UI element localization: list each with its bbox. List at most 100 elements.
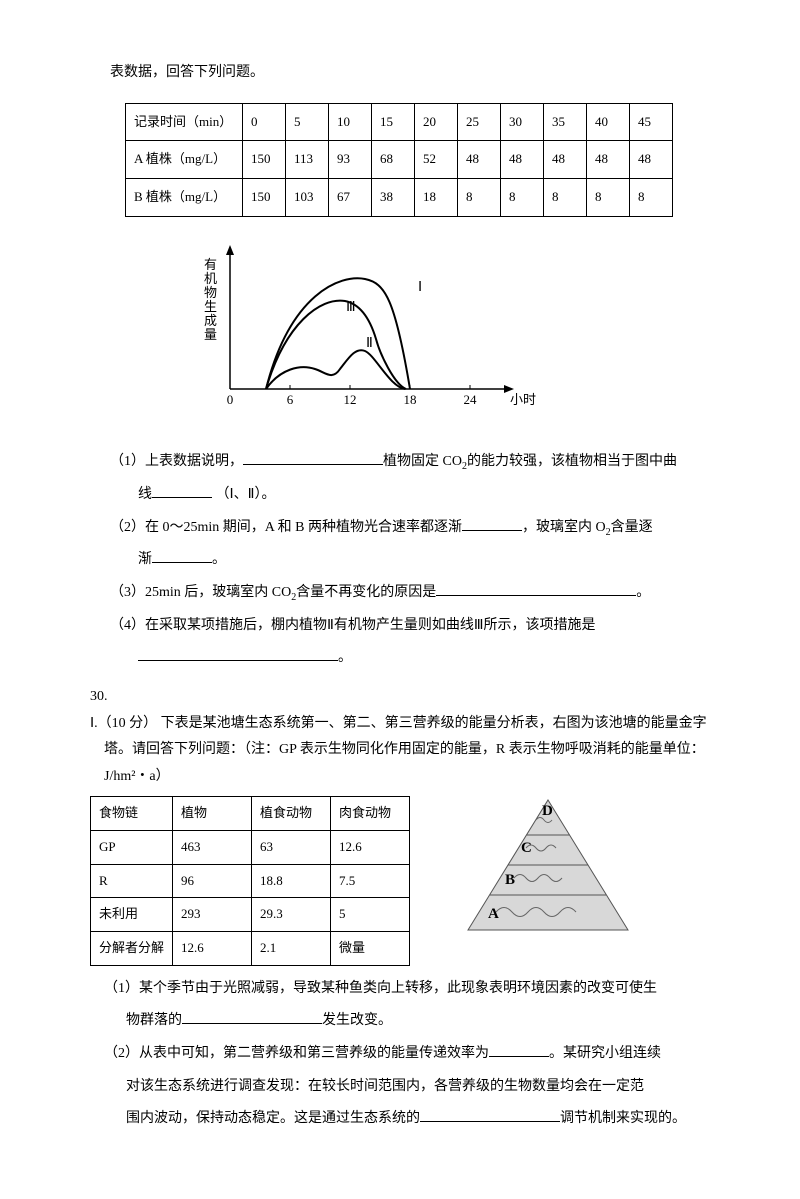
question-2: （2）在 0～25min 期间，A 和 B 两种植物光合速率都逐渐，玻璃室内 O…: [80, 515, 720, 542]
chart-xtick-0: 0: [227, 392, 234, 407]
energy-table: 食物链 植物 植食动物 肉食动物 GP 463 63 12.6 R 96 18.…: [90, 796, 410, 965]
question-1: （1）上表数据说明，植物固定 CO2的能力较强，该植物相当于图中曲: [80, 449, 720, 476]
t2-4-0: 分解者分解: [91, 932, 173, 966]
q30-2-post: 。某研究小组连续: [549, 1046, 661, 1061]
question-30-num: 30.: [80, 684, 720, 711]
q30-2-l2: 对该生态系统进行调查发现：在较长时间范围内，各营养级的生物数量均会在一定范: [126, 1079, 644, 1094]
intro-text: 表数据，回答下列问题。: [80, 60, 720, 87]
co2-data-table: 记录时间（min） 0 5 10 15 20 25 30 35 40 45 A …: [125, 103, 673, 217]
t1-b9: 8: [587, 178, 630, 216]
q3-blank[interactable]: [436, 581, 636, 596]
t1-a3: 93: [329, 141, 372, 179]
t2-3-3: 5: [331, 898, 410, 932]
t1-h6: 25: [458, 103, 501, 141]
chart-xtick-18: 18: [404, 392, 417, 407]
t1-b1: 150: [243, 178, 286, 216]
t2-3-1: 293: [173, 898, 252, 932]
q2-blank1[interactable]: [462, 516, 522, 531]
t2-1-1: 463: [173, 831, 252, 865]
t2-4-2: 2.1: [252, 932, 331, 966]
t2-4-1: 12.6: [173, 932, 252, 966]
q1-pre: （1）上表数据说明，: [110, 454, 243, 469]
pyramid-D: D: [542, 803, 553, 819]
t2-1-2: 63: [252, 831, 331, 865]
question-30-intro: Ⅰ.（10 分） 下表是某池塘生态系统第一、第二、第三营养级的能量分析表，右图为…: [80, 711, 720, 791]
chart-ylabel: 有机物生成量: [204, 257, 217, 342]
question-2-line2: 渐。: [80, 547, 720, 574]
t2-0-3: 肉食动物: [331, 797, 410, 831]
t1-a9: 48: [587, 141, 630, 179]
q30-2-l3pre: 围内波动，保持动态稳定。这是通过生态系统的: [126, 1111, 420, 1126]
q4-blank[interactable]: [138, 646, 338, 661]
t1-a0: A 植株（mg/L）: [126, 141, 243, 179]
q3-post: 。: [636, 585, 650, 600]
q30-2: （2）从表中可知，第二营养级和第三营养级的能量传递效率为。某研究小组连续: [80, 1041, 720, 1068]
t2-3-0: 未利用: [91, 898, 173, 932]
organic-matter-chart: 有机物生成量 0 6 12 18 24 小时 Ⅰ Ⅲ Ⅱ: [190, 239, 720, 440]
t1-b2: 103: [286, 178, 329, 216]
t2-0-0: 食物链: [91, 797, 173, 831]
q1-l2pre: 线: [138, 487, 152, 502]
q1-post2: 的能力较强，该植物相当于图中曲: [467, 454, 677, 469]
t1-a8: 48: [544, 141, 587, 179]
t1-b10: 8: [630, 178, 673, 216]
t1-h0: 记录时间（min）: [126, 103, 243, 141]
q1-blank1[interactable]: [243, 450, 383, 465]
t2-2-2: 18.8: [252, 864, 331, 898]
t1-h1: 0: [243, 103, 286, 141]
t1-h8: 35: [544, 103, 587, 141]
t1-h10: 45: [630, 103, 673, 141]
curve-II-label: Ⅱ: [366, 336, 373, 351]
curve-II: [266, 350, 405, 389]
t2-1-0: GP: [91, 831, 173, 865]
t1-h9: 40: [587, 103, 630, 141]
t1-b6: 8: [458, 178, 501, 216]
q3-mid: 含量不再变化的原因是: [296, 585, 436, 600]
t2-0-1: 植物: [173, 797, 252, 831]
t1-b7: 8: [501, 178, 544, 216]
pyramid-A: A: [488, 906, 499, 922]
t1-h5: 20: [415, 103, 458, 141]
q2-l2pre: 渐: [138, 552, 152, 567]
q30-2-blank2[interactable]: [420, 1107, 560, 1122]
q30-1-blank[interactable]: [182, 1009, 322, 1024]
q4-l2post: 。: [338, 650, 352, 665]
q30-2-blank1[interactable]: [489, 1042, 549, 1057]
t2-1-3: 12.6: [331, 831, 410, 865]
q1-post1: 植物固定 CO: [383, 454, 462, 469]
curve-III: [266, 300, 406, 388]
question-1-line2: 线 （Ⅰ、Ⅱ）。: [80, 482, 720, 509]
pyramid-C: C: [521, 840, 532, 856]
t2-3-2: 29.3: [252, 898, 331, 932]
question-4-line2: 。: [80, 645, 720, 672]
q2-pre: （2）在 0～25min 期间，A 和 B 两种植物光合速率都逐渐: [110, 520, 462, 535]
energy-pyramid-icon: D C B A: [448, 790, 648, 951]
q1-l2post: （Ⅰ、Ⅱ）。: [216, 487, 276, 502]
q1-blank2[interactable]: [152, 483, 212, 498]
question-4: （4）在采取某项措施后，棚内植物Ⅱ有机物产生量则如曲线Ⅲ所示，该项措施是: [80, 613, 720, 640]
t2-2-0: R: [91, 864, 173, 898]
t1-a6: 48: [458, 141, 501, 179]
q30-1-l2post: 发生改变。: [322, 1013, 392, 1028]
q30-1-pre: （1）某个季节由于光照减弱，导致某种鱼类向上转移，此现象表明环境因素的改变可使生: [104, 981, 657, 996]
q4-pre: （4）在采取某项措施后，棚内植物Ⅱ有机物产生量则如曲线Ⅲ所示，该项措施是: [110, 618, 596, 633]
t1-b4: 38: [372, 178, 415, 216]
t1-a7: 48: [501, 141, 544, 179]
t1-a2: 113: [286, 141, 329, 179]
t2-2-3: 7.5: [331, 864, 410, 898]
q2-post: 含量逐: [611, 520, 653, 535]
t1-h4: 15: [372, 103, 415, 141]
chart-xtick-12: 12: [344, 392, 357, 407]
t1-a1: 150: [243, 141, 286, 179]
t1-b8: 8: [544, 178, 587, 216]
chart-xlabel: 小时: [510, 392, 536, 407]
curve-I-label: Ⅰ: [418, 280, 422, 295]
q30-2-l3post: 调节机制来实现的。: [560, 1111, 686, 1126]
q2-blank2[interactable]: [152, 548, 212, 563]
t1-b3: 67: [329, 178, 372, 216]
q30-1-l2pre: 物群落的: [126, 1013, 182, 1028]
chart-xtick-24: 24: [464, 392, 478, 407]
q30-2-line2: 对该生态系统进行调查发现：在较长时间范围内，各营养级的生物数量均会在一定范: [80, 1074, 720, 1101]
t2-0-2: 植食动物: [252, 797, 331, 831]
t1-h2: 5: [286, 103, 329, 141]
